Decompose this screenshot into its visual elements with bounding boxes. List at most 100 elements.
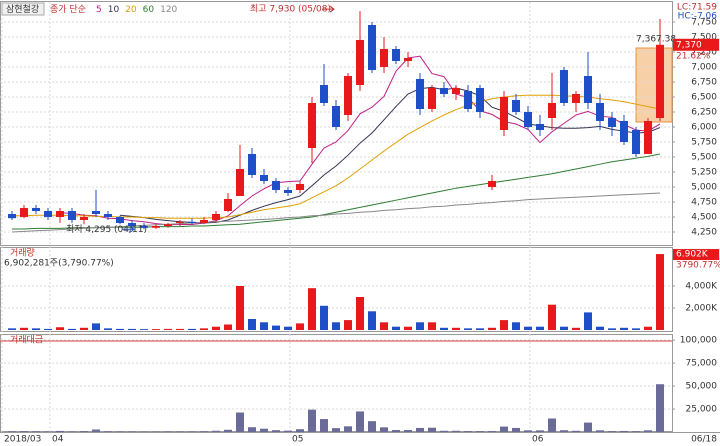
candle-body	[332, 105, 340, 127]
volume-title: 거래량	[10, 247, 35, 259]
candle-body	[140, 225, 148, 228]
low-annotation: 최저 4,295 (04/11)	[66, 224, 147, 235]
bar	[488, 431, 496, 432]
bar	[104, 328, 112, 330]
bar	[620, 430, 628, 432]
range-box	[635, 47, 673, 123]
bar	[248, 318, 256, 330]
bar	[128, 328, 136, 330]
bar	[8, 431, 16, 432]
bar	[236, 285, 244, 330]
bar	[116, 328, 124, 330]
bar	[200, 328, 208, 330]
low-arrow	[122, 225, 135, 233]
candle-body	[56, 210, 64, 217]
bar	[332, 322, 340, 330]
value-title: 거래대금	[10, 335, 43, 346]
candle-body	[548, 102, 556, 118]
candle-body	[596, 102, 604, 121]
candle-body	[164, 224, 172, 226]
bar	[488, 327, 496, 330]
y-tick-label: 100,000	[680, 336, 717, 346]
candle-body	[272, 180, 280, 190]
bar	[188, 328, 196, 330]
y-tick-label: 50,000	[686, 382, 718, 392]
bar	[152, 329, 160, 330]
bar	[452, 327, 460, 330]
candle-body	[620, 120, 628, 142]
bar	[212, 430, 220, 432]
y-tick-label: 7,500	[691, 32, 717, 42]
bar	[392, 430, 400, 432]
candle-body	[392, 48, 400, 61]
bar	[356, 296, 364, 330]
bar	[644, 430, 652, 432]
candle-body	[320, 84, 328, 103]
candle-body	[92, 210, 100, 214]
candle-body	[44, 210, 52, 217]
y-tick-label: 7,000	[691, 62, 717, 72]
bar	[20, 431, 28, 432]
bar	[224, 324, 232, 330]
candle-body	[128, 222, 136, 226]
y-tick-label: 5,500	[691, 152, 717, 162]
bar	[452, 430, 460, 432]
bar	[80, 431, 88, 432]
candle-body	[368, 24, 376, 70]
bar	[392, 326, 400, 330]
volume-panel	[0, 247, 673, 332]
price-panel	[0, 1, 673, 246]
candle-body	[308, 102, 316, 148]
candle-body	[248, 153, 256, 175]
bar	[212, 326, 220, 330]
bar	[536, 326, 544, 330]
bar	[524, 326, 532, 330]
bar	[224, 429, 232, 432]
y-tick-label: 4,750	[691, 197, 717, 207]
y-tick-label: 6,000	[691, 122, 717, 132]
candle-body	[584, 75, 592, 103]
change-label: 21.62%	[676, 51, 711, 61]
bar	[656, 254, 664, 330]
candle-body	[296, 183, 304, 190]
y-tick-label: 5,750	[691, 137, 717, 147]
bar	[548, 418, 556, 432]
bar	[56, 327, 64, 330]
bar	[380, 322, 388, 330]
bar	[608, 328, 616, 330]
stock-button[interactable]	[1, 2, 45, 16]
bar	[272, 430, 280, 432]
candle-body	[236, 168, 244, 196]
bar	[584, 312, 592, 330]
bar	[512, 427, 520, 432]
candle-body	[512, 99, 520, 112]
candle-body	[488, 180, 496, 187]
legend-entry: 5	[96, 5, 102, 15]
bar	[356, 411, 364, 432]
bar	[548, 304, 556, 330]
bar	[92, 323, 100, 330]
legend-entry: 10	[108, 5, 120, 15]
candle-body	[260, 174, 268, 181]
candle-body	[404, 57, 412, 61]
bar	[320, 305, 328, 330]
bar	[416, 322, 424, 330]
y-tick-label: 4,000K	[685, 281, 718, 291]
bar	[320, 419, 328, 432]
ma-line	[119, 86, 661, 224]
y-tick-label: 6,750	[691, 77, 717, 87]
x-end-label: 06/18	[691, 435, 717, 445]
y-tick-label: 5,250	[691, 167, 717, 177]
candle-body	[32, 207, 40, 211]
y-tick-label: 4,250	[691, 227, 717, 237]
candle-body	[560, 69, 568, 103]
bar	[260, 322, 268, 330]
candle-body	[500, 96, 508, 130]
candle-body	[644, 120, 652, 154]
bar	[296, 429, 304, 432]
bar	[632, 431, 640, 432]
bar	[272, 325, 280, 330]
bar	[476, 328, 484, 330]
bar	[380, 427, 388, 432]
